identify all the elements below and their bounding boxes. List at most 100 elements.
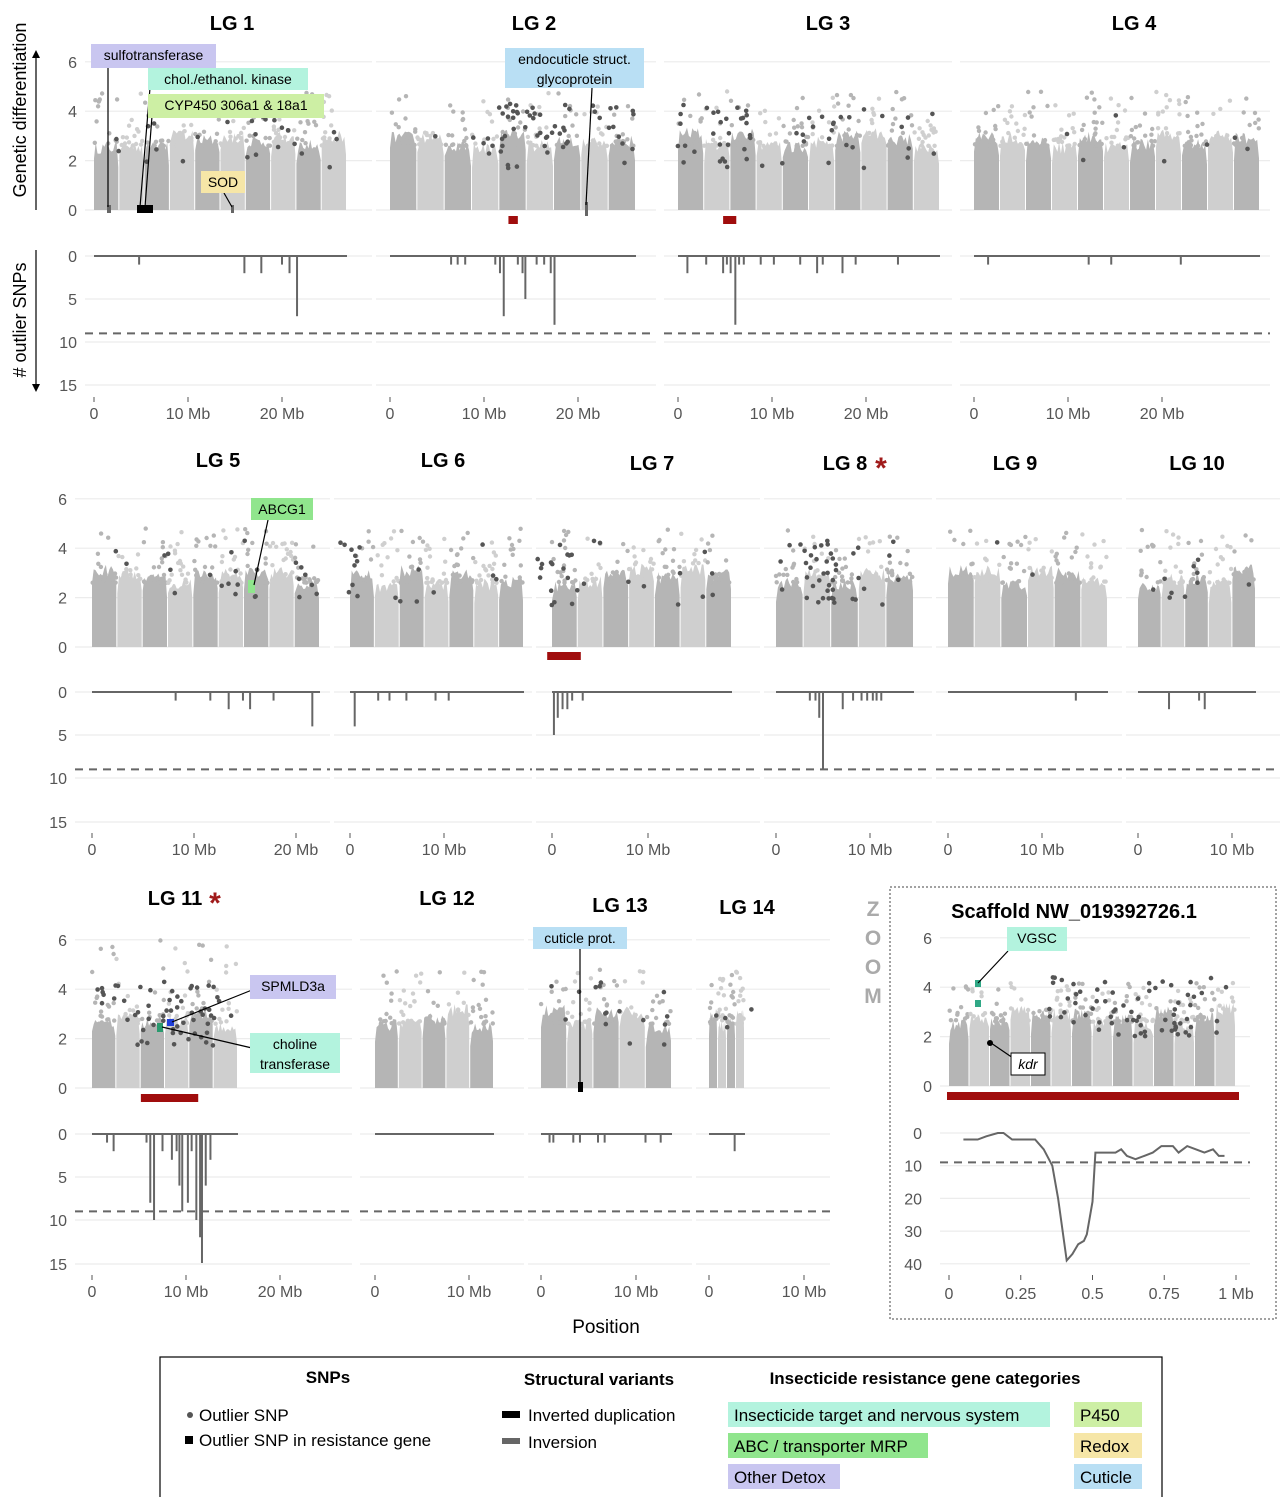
snp-point [1058,1010,1063,1015]
snp-point [631,545,636,550]
outlier-snp [490,143,495,149]
snp-point [1209,1007,1215,1013]
snp-point [120,554,125,560]
outlier-snp [833,567,839,573]
snp-density-block [449,569,474,647]
snp-point [451,109,456,114]
snp-point [696,560,701,566]
x-tick-label: 10 Mb [782,1284,827,1301]
outlier-snp [342,542,347,548]
outlier-snp [1109,1020,1115,1026]
snp-point [250,540,255,546]
snp-point [714,105,719,111]
annotation-text: chol./ethanol. kinase [164,71,292,87]
snp-point [787,131,793,136]
snp-point [727,1021,732,1026]
snp-point [385,555,390,560]
outlier-snp [1172,1020,1177,1026]
x-tick-label: 0 [1134,842,1143,859]
snp-point [1150,126,1155,132]
outlier-snp [1246,582,1252,587]
snp-point [1031,578,1037,583]
snp-density-block [390,131,417,210]
snp-point [811,534,816,539]
snp-point [1126,981,1131,987]
snp-point [731,142,737,148]
snp-point [437,970,442,975]
snp-point [182,993,188,998]
annotation-leader [990,1042,1014,1059]
snp-point [1218,135,1223,141]
snp-point [834,92,840,98]
snp-point [839,574,845,579]
snp-point [282,578,288,583]
snp-point [830,143,835,148]
snp-point [499,578,504,584]
snp-point [1091,1019,1096,1024]
snp-density-block [1138,582,1161,647]
snp-point [1058,988,1064,993]
snp-point [393,122,398,127]
y-tick-label: 2 [58,1032,67,1049]
snp-point [663,547,668,552]
snp-point [1055,561,1061,566]
snp-point [632,562,638,567]
snp-point [455,1007,461,1012]
snp-point [182,129,187,134]
outlier-snp [1134,1018,1139,1023]
panel-title: LG 6 [421,450,465,472]
snp-point [623,1017,628,1022]
snp-point [321,143,326,148]
snp-point [426,1020,431,1025]
outlier-snp [1124,1017,1130,1023]
outlier-snp [735,105,740,110]
snp-point [1207,580,1212,585]
snp-point [161,572,167,578]
gene-marker [585,202,588,216]
outlier-snp [718,119,723,125]
snp-point [1066,571,1072,576]
outlier-snp [530,105,535,111]
snp-point [1064,984,1070,989]
snp-point [105,1017,110,1022]
snp-point [474,580,480,585]
outlier-snp [810,583,816,589]
snp-point [630,1017,636,1022]
snp-point [389,998,394,1003]
outlier-snp [235,582,240,587]
snp-point [160,560,165,565]
snp-point [427,554,433,559]
snp-point [976,128,982,134]
snp-point [1014,561,1020,566]
snp-point [549,1012,555,1018]
snp-point [274,544,279,549]
x-tick-label: 0 [772,842,781,859]
snp-point [1164,131,1170,136]
outlier-snp [597,115,602,121]
snp-point [512,131,518,136]
snp-point [157,1013,162,1018]
snp-point [1038,89,1044,95]
outlier-snp [710,592,715,598]
snp-point [159,142,164,147]
outlier-snp [338,540,343,545]
snp-point [842,556,847,561]
snp-point [98,1009,104,1014]
snp-point [399,528,404,534]
outlier-snp [1160,979,1165,984]
snp-point [656,575,662,580]
snp-point [840,566,845,571]
outlier-snp [1090,1006,1095,1011]
snp-point [98,946,104,951]
outlier-snp [817,578,822,583]
snp-point [517,578,523,583]
snp-point [313,123,319,128]
legend-title: SNPs [306,1368,350,1387]
snp-point [1207,570,1213,575]
snp-point [183,142,188,147]
snp-point [418,980,423,985]
snp-point [1160,109,1166,114]
snp-point [693,547,699,553]
y-tick-label: 10 [904,1159,922,1176]
